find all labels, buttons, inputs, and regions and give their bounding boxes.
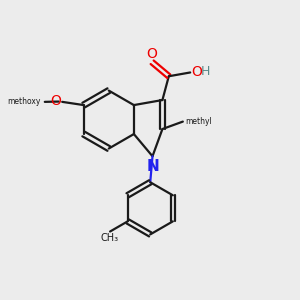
Text: O: O (192, 65, 203, 80)
Text: H: H (200, 64, 210, 77)
Text: O: O (146, 47, 157, 61)
Text: N: N (146, 159, 159, 174)
Text: CH₃: CH₃ (100, 233, 118, 243)
Text: O: O (50, 94, 61, 108)
Text: methyl: methyl (186, 117, 212, 126)
Text: methoxy: methoxy (7, 97, 41, 106)
